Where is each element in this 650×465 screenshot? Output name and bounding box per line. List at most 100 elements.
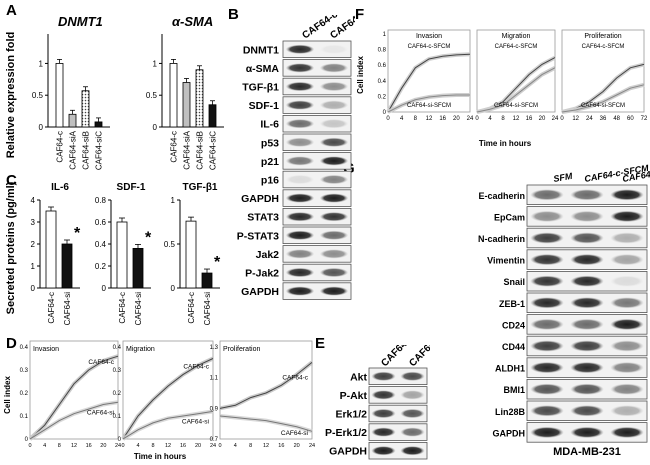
y-tick-label: 0.6 <box>95 218 107 227</box>
row-label: STAT3 <box>247 212 279 224</box>
x-tick-label: 0 <box>560 116 564 122</box>
blot-band <box>371 390 396 400</box>
panel-label-a: A <box>6 2 17 19</box>
series-label-ctrl: CAF64-c <box>282 374 308 381</box>
y-tick-label: 0.5 <box>164 240 176 249</box>
blot-b-svg: CAF64-cCAF64-siDNMT1α-SMATGF-β1SDF-1IL-6… <box>237 7 370 300</box>
blot-band <box>530 405 564 417</box>
blot-band <box>610 405 644 417</box>
bar <box>208 104 217 128</box>
y-tick-label: 0.5 <box>32 91 44 100</box>
x-tick-label: 20 <box>100 443 106 449</box>
bar <box>132 248 144 289</box>
chart-frame <box>476 29 556 113</box>
blot-band <box>319 63 349 73</box>
x-tick-label: CAF64-c <box>170 131 179 163</box>
blot-band <box>570 383 604 395</box>
panel-a-bar-charts: Relative expression fold 0 0.5 1 DNMT1 CAF64-… <box>5 14 224 170</box>
y-tick-label: 0 <box>102 284 107 293</box>
y-tick-label: 0.3 <box>20 368 29 374</box>
row-label: GAPDH <box>241 286 279 298</box>
x-tick-label: 4 <box>488 116 492 122</box>
bar <box>185 220 197 289</box>
chart-frame <box>387 29 471 113</box>
x-tick-label: 16 <box>439 116 446 122</box>
series-label-ctrl: CAF64-c-SFCM <box>495 44 538 50</box>
x-tick-label: CAF64-siC <box>209 131 218 170</box>
row-label: GAPDH <box>329 446 367 458</box>
blot-band <box>285 286 315 296</box>
x-tick-label: 4 <box>136 443 139 449</box>
blot-band <box>530 340 564 352</box>
bar <box>195 69 204 128</box>
x-tick-label: 60 <box>627 116 634 122</box>
bar <box>116 221 128 289</box>
row-label: GAPDH <box>241 193 279 205</box>
chart-title: Migration <box>502 33 531 40</box>
x-tick-label: 16 <box>526 116 533 122</box>
blot-band <box>285 119 315 129</box>
series-band <box>28 400 119 441</box>
x-tick-label: 20 <box>539 116 546 122</box>
y-tick-label: 0.8 <box>95 196 107 205</box>
series-line <box>387 94 470 113</box>
row-label: Jak2 <box>256 249 280 261</box>
significance-star: * <box>214 254 221 271</box>
blot-band <box>285 63 315 73</box>
row-label: ALDH1 <box>495 364 525 374</box>
x-tick-label: 8 <box>58 443 61 449</box>
x-tick-label: CAF64-siB <box>196 131 205 170</box>
series-line <box>561 84 645 113</box>
y-tick-label: 1 <box>383 32 387 38</box>
blot-band <box>530 383 564 395</box>
row-label: P-Jak2 <box>245 268 279 280</box>
series-line <box>29 401 119 440</box>
bar <box>61 243 73 289</box>
bar <box>169 63 178 128</box>
lane-header: SFM <box>553 171 574 184</box>
blot-band <box>319 193 349 203</box>
blot-band <box>371 446 396 456</box>
x-tick-label: 24 <box>115 443 121 449</box>
x-tick-label: 36 <box>600 116 607 122</box>
chart-title: Proliferation <box>584 33 621 40</box>
x-tick-label: CAF64-siA <box>183 130 192 169</box>
series-label-si: CAF64-si-SFCM <box>494 103 538 109</box>
x-tick-label: CAF64-c <box>187 292 196 324</box>
series-line <box>219 415 313 432</box>
y-tick-label: 0 <box>171 284 176 293</box>
y-tick-label: 1 <box>171 196 176 205</box>
panel-e-western-blot: CAF64-c CAF64-si Akt P-Akt Erk1/2 P-Erk1/2 GAP… <box>315 331 446 460</box>
y-tick-label: 0.5 <box>146 91 158 100</box>
x-tick-label: 8 <box>151 443 154 449</box>
panel-c-ylabel: Secreted proteins (pg/ml) <box>5 181 17 314</box>
blot-band <box>285 137 315 147</box>
blot-band <box>285 174 315 185</box>
row-label: Lin28B <box>495 407 526 417</box>
blot-band <box>610 232 644 244</box>
panel-b-western-blot: CAF64-c CAF64-si DNMT1 α-SMA TGF-β1 SDF-1 IL-6… <box>233 7 370 300</box>
blot-band <box>570 189 604 201</box>
blot-g-svg: SFM CAF64-c-SFCMCAF64-si-SFCME-cadherinEp… <box>478 162 650 458</box>
x-tick-label: 16 <box>180 443 186 449</box>
x-tick-label: 20 <box>195 443 201 449</box>
y-tick-label: 0 <box>383 110 387 116</box>
panel-label-e: E <box>315 335 326 352</box>
y-tick-label: 0.4 <box>378 79 387 85</box>
y-tick-label: 0.8 <box>378 48 387 54</box>
row-label: TGF-β1 <box>242 82 279 94</box>
series-line <box>122 358 214 440</box>
x-tick-label: 0 <box>475 116 479 122</box>
x-tick-label: 8 <box>414 116 418 122</box>
row-label: DNMT1 <box>243 44 279 56</box>
blot-band <box>319 156 349 166</box>
row-label: CD44 <box>502 342 525 352</box>
row-label: CD24 <box>502 320 525 330</box>
series-line <box>122 410 214 440</box>
y-tick-label: 0.4 <box>113 345 122 351</box>
y-tick-label: 1 <box>39 59 44 68</box>
blot-band <box>285 44 315 54</box>
x-tick-label: CAF64-c <box>47 292 56 324</box>
blot-band <box>530 318 564 331</box>
x-tick-label: 20 <box>294 443 300 449</box>
